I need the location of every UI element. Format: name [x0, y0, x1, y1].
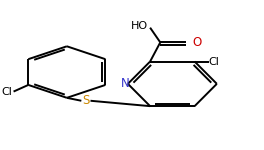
Text: S: S: [82, 94, 89, 107]
Text: O: O: [192, 36, 201, 49]
Text: Cl: Cl: [209, 57, 220, 66]
Text: HO: HO: [130, 21, 148, 31]
Text: N: N: [120, 77, 129, 90]
Text: Cl: Cl: [1, 87, 12, 97]
